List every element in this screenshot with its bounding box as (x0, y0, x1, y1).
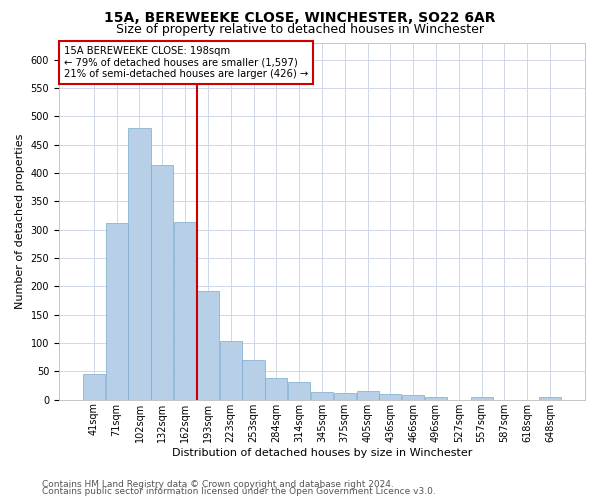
Bar (425, 397, 447, 400)
Bar (334, 393, 356, 400)
Bar (402, 395, 424, 400)
Bar (128, 128, 151, 400)
Bar (83, 374, 105, 400)
Bar (220, 342, 242, 400)
Bar (470, 397, 493, 400)
Bar (265, 378, 287, 400)
Bar (379, 394, 401, 400)
Y-axis label: Number of detached properties: Number of detached properties (15, 134, 25, 309)
Text: Contains public sector information licensed under the Open Government Licence v3: Contains public sector information licen… (42, 487, 436, 496)
Bar (197, 292, 219, 400)
Text: 15A BEREWEEKE CLOSE: 198sqm
← 79% of detached houses are smaller (1,597)
21% of : 15A BEREWEEKE CLOSE: 198sqm ← 79% of det… (64, 46, 308, 80)
X-axis label: Distribution of detached houses by size in Winchester: Distribution of detached houses by size … (172, 448, 472, 458)
Bar (106, 224, 128, 400)
Bar (356, 391, 379, 400)
Bar (311, 392, 333, 400)
Bar (288, 382, 310, 400)
Bar (242, 360, 265, 400)
Bar (174, 222, 196, 400)
Bar (539, 397, 561, 400)
Text: Size of property relative to detached houses in Winchester: Size of property relative to detached ho… (116, 22, 484, 36)
Text: 15A, BEREWEEKE CLOSE, WINCHESTER, SO22 6AR: 15A, BEREWEEKE CLOSE, WINCHESTER, SO22 6… (104, 11, 496, 25)
Text: Contains HM Land Registry data © Crown copyright and database right 2024.: Contains HM Land Registry data © Crown c… (42, 480, 394, 489)
Bar (151, 165, 173, 400)
